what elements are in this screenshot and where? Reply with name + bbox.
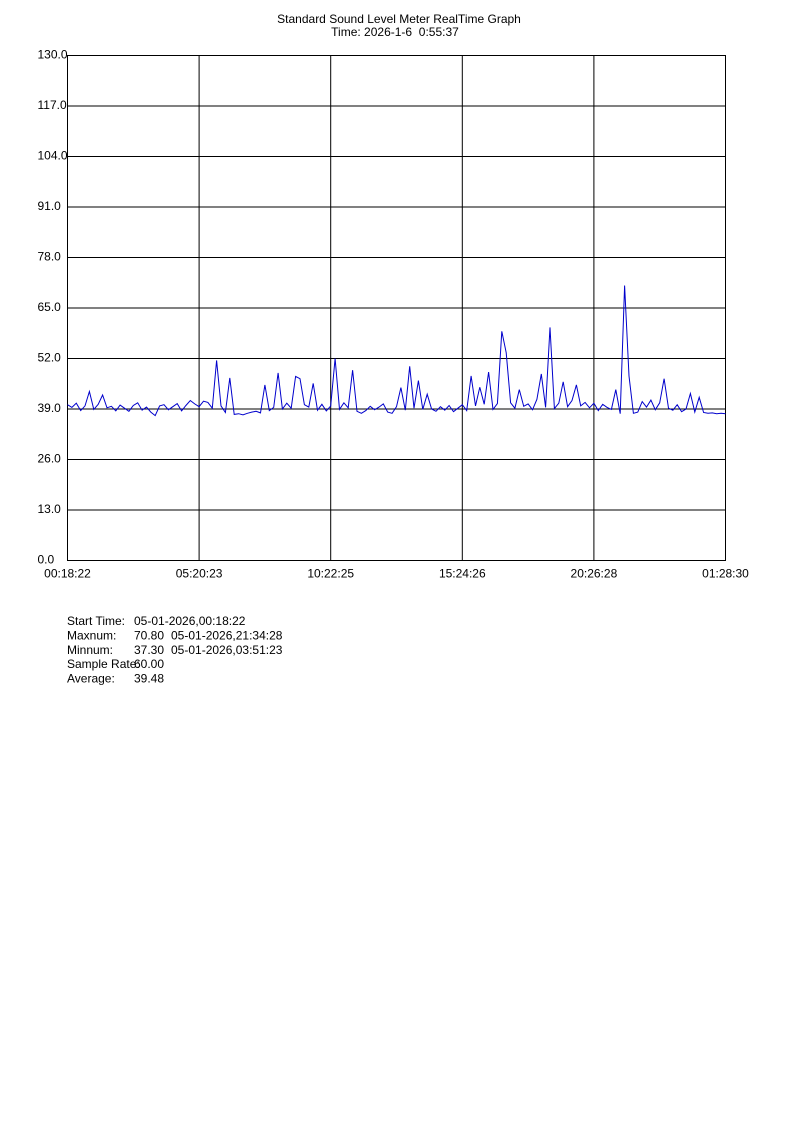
y-tick-label: 26.0 (38, 452, 62, 466)
stat-value: 05-01-2026,00:18:22 (134, 614, 246, 628)
y-tick-label: 65.0 (38, 300, 62, 314)
stat-time: 05-01-2026,21:34:28 (171, 628, 283, 642)
stat-label: Start Time: (67, 614, 125, 628)
x-tick-label: 15:24:26 (439, 567, 486, 581)
stat-value: 60.00 (134, 657, 164, 671)
chart-title: Standard Sound Level Meter RealTime Grap… (277, 12, 521, 26)
x-tick-label: 20:26:28 (571, 567, 618, 581)
x-tick-label: 05:20:23 (176, 567, 223, 581)
stat-label: Minnum: (67, 643, 113, 657)
y-tick-label: 0.0 (38, 553, 55, 567)
chart-subtitle: Time: 2026-1-6 0:55:37 (331, 25, 459, 39)
stat-value: 39.48 (134, 671, 164, 685)
y-tick-label: 91.0 (38, 199, 62, 213)
y-tick-label: 52.0 (38, 351, 62, 365)
y-tick-label: 130.0 (38, 48, 68, 62)
stat-time: 05-01-2026,03:51:23 (171, 643, 283, 657)
stat-label: Maxnum: (67, 628, 116, 642)
data-line (67, 285, 726, 417)
stat-label: Average: (67, 671, 115, 685)
stat-value: 37.30 (134, 643, 164, 657)
x-tick-label: 00:18:22 (44, 567, 91, 581)
y-tick-label: 13.0 (38, 502, 62, 516)
y-tick-label: 39.0 (38, 401, 62, 415)
x-tick-label: 10:22:25 (307, 567, 354, 581)
x-tick-label: 01:28:30 (702, 567, 749, 581)
y-tick-label: 117.0 (38, 98, 67, 112)
stat-value: 70.80 (134, 628, 164, 642)
y-tick-label: 78.0 (38, 250, 62, 264)
y-tick-label: 104.0 (38, 149, 68, 163)
stat-label: Sample Rate: (67, 657, 140, 671)
